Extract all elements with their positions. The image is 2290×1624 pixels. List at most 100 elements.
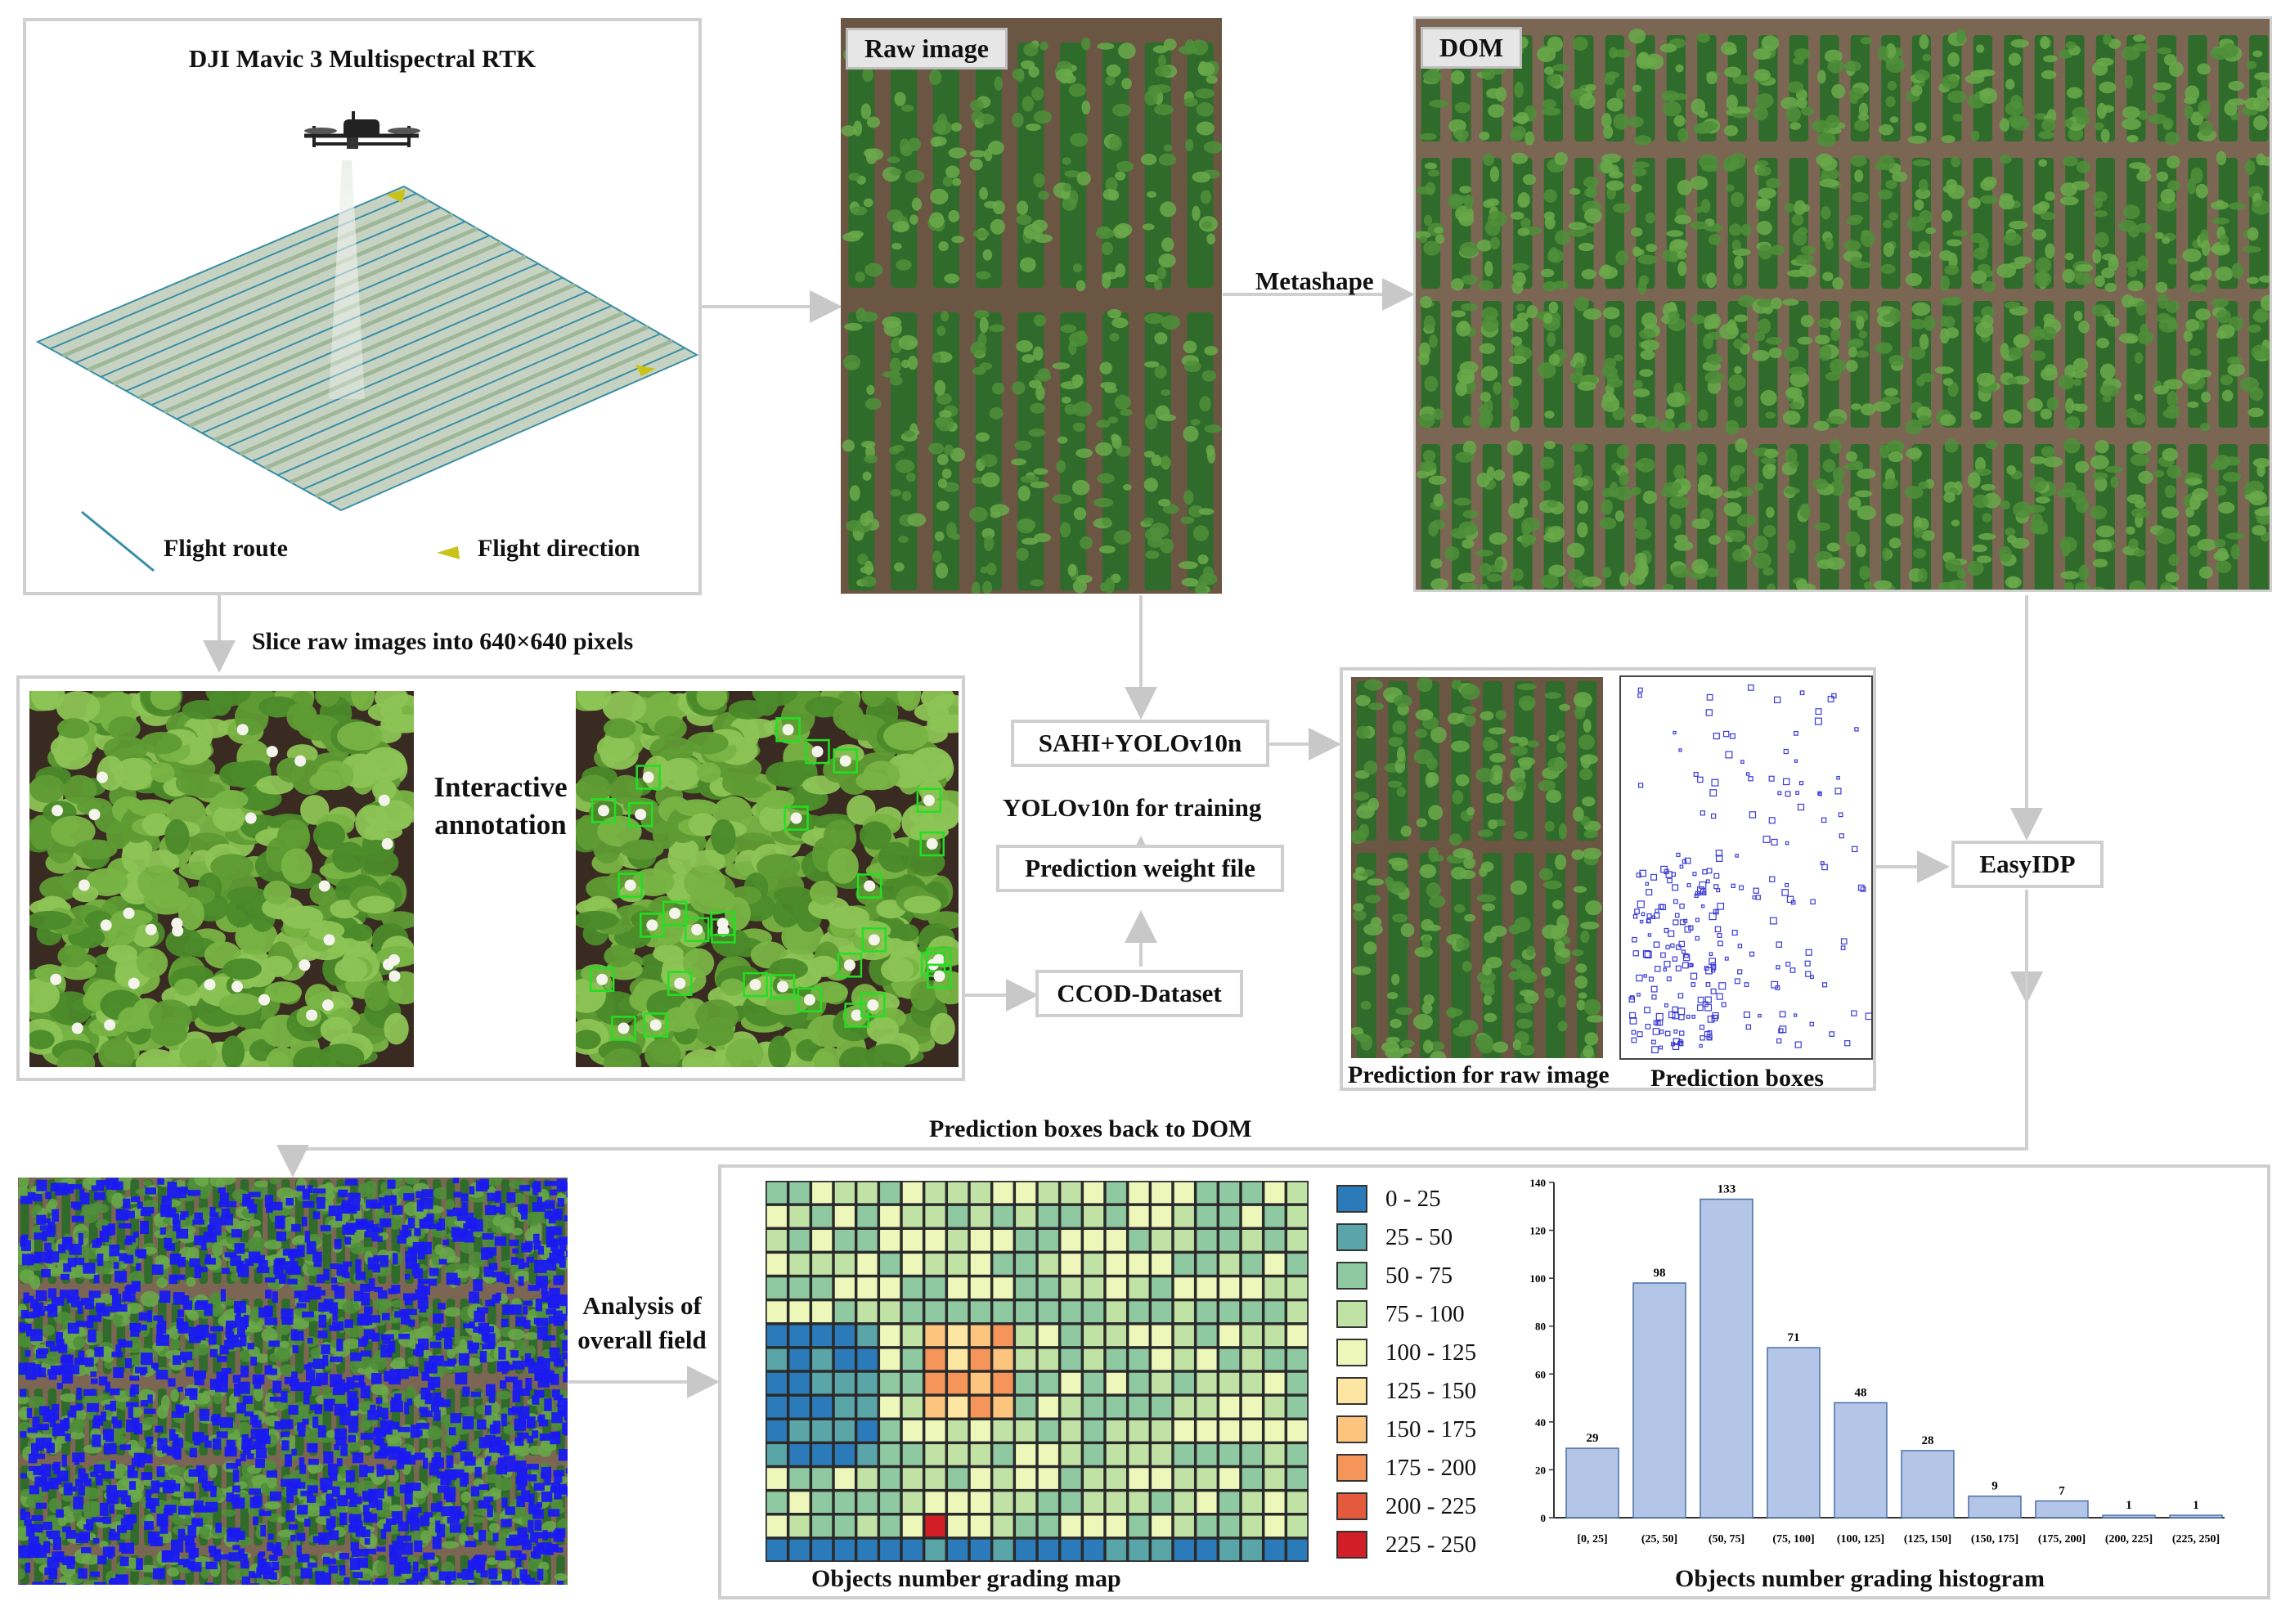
grading-cell <box>1241 1466 1264 1491</box>
grading-cell <box>1105 1324 1128 1348</box>
grading-cell <box>1241 1205 1264 1228</box>
grading-cell <box>991 1252 1015 1276</box>
legend-label: 0 - 25 <box>1385 1185 1441 1212</box>
grading-cell <box>1014 1442 1037 1467</box>
grading-cell <box>855 1466 879 1491</box>
ccod-dataset-node: CCOD-Dataset <box>1035 970 1243 1017</box>
grading-map <box>766 1181 1309 1562</box>
grading-cell <box>833 1324 856 1348</box>
grading-cell <box>878 1514 901 1538</box>
grading-cell <box>810 1538 833 1562</box>
grading-cell <box>991 1205 1015 1228</box>
prediction-boxes-image <box>1619 675 1873 1060</box>
legend-swatch <box>1336 1339 1367 1366</box>
grading-cell <box>788 1181 811 1205</box>
grading-cell <box>833 1228 856 1253</box>
grading-cell <box>991 1371 1015 1395</box>
yolo-training-label: YOLOv10n for training <box>1003 793 1262 822</box>
grading-cell <box>1241 1490 1264 1514</box>
grading-cell <box>1105 1348 1128 1371</box>
x-tick-label: (225, 250] <box>2172 1533 2220 1545</box>
grading-cell <box>1037 1276 1060 1300</box>
grading-cell <box>1082 1442 1105 1467</box>
histogram-bar <box>1565 1447 1619 1519</box>
grading-cell <box>991 1442 1015 1467</box>
grading-cell <box>946 1514 969 1538</box>
grading-cell <box>1241 1371 1264 1395</box>
grading-cell <box>1173 1466 1196 1491</box>
grading-cell <box>810 1348 833 1371</box>
grading-cell <box>766 1181 788 1205</box>
grading-cell <box>1263 1348 1286 1371</box>
grading-cell <box>1286 1490 1309 1514</box>
grading-cell <box>1150 1514 1173 1538</box>
grading-cell <box>901 1348 924 1371</box>
grading-cell <box>1127 1181 1151 1205</box>
grading-cell <box>901 1276 924 1300</box>
grading-cell <box>969 1514 992 1538</box>
grading-cell <box>1218 1395 1241 1419</box>
grading-cell <box>788 1348 811 1371</box>
legend-swatch <box>1336 1492 1367 1520</box>
grading-cell <box>1014 1514 1037 1538</box>
grading-map-caption: Objects number grading map <box>811 1565 1121 1592</box>
grading-cell <box>1173 1442 1196 1467</box>
grading-cell <box>1059 1395 1083 1419</box>
grading-cell <box>1241 1252 1264 1276</box>
grading-cell <box>1263 1514 1286 1538</box>
legend-label: 100 - 125 <box>1385 1339 1477 1366</box>
grading-cell <box>1082 1205 1105 1228</box>
grading-cell <box>788 1324 811 1348</box>
grading-cell <box>1105 1490 1128 1514</box>
grading-cell <box>1150 1466 1173 1491</box>
grading-cell <box>1263 1181 1286 1205</box>
grading-cell <box>833 1205 856 1228</box>
grading-cell <box>991 1466 1015 1491</box>
grading-cell <box>855 1276 879 1300</box>
grading-cell <box>1059 1228 1083 1253</box>
grading-cell <box>1127 1419 1151 1443</box>
grading-cell <box>1263 1490 1286 1514</box>
bar-value-label: 28 <box>1922 1434 1934 1447</box>
grading-cell <box>1082 1228 1105 1253</box>
grading-cell <box>1286 1299 1309 1324</box>
grading-cell <box>1037 1371 1060 1395</box>
legend-swatch <box>1336 1185 1367 1213</box>
bar-value-label: 1 <box>2193 1499 2199 1512</box>
x-tick-label: [0, 25] <box>1577 1533 1607 1545</box>
grading-cell <box>788 1228 811 1253</box>
grading-cell <box>901 1395 924 1419</box>
easyidp-node: EasyIDP <box>1951 841 2104 888</box>
grading-cell <box>901 1324 924 1348</box>
grading-cell <box>1173 1371 1196 1395</box>
grading-cell <box>833 1181 856 1205</box>
grading-cell <box>991 1181 1015 1205</box>
legend-item: 100 - 125 <box>1336 1336 1476 1369</box>
grading-cell <box>1127 1324 1151 1348</box>
grading-cell <box>788 1299 811 1324</box>
grading-cell <box>1037 1490 1060 1514</box>
bar-value-label: 7 <box>2059 1485 2065 1498</box>
legend-label: 75 - 100 <box>1385 1300 1465 1327</box>
grading-cell <box>923 1371 947 1395</box>
grading-cell <box>810 1181 833 1205</box>
grading-cell <box>833 1538 856 1562</box>
grading-cell <box>923 1490 947 1514</box>
grading-cell <box>810 1228 833 1253</box>
grading-cell <box>1241 1299 1264 1324</box>
grading-cell <box>1037 1324 1060 1348</box>
grading-cell <box>1105 1419 1128 1443</box>
grading-cell <box>1286 1538 1309 1562</box>
grading-cell <box>1218 1324 1241 1348</box>
dom-image: DOM <box>1413 16 2272 592</box>
grading-cell <box>1195 1228 1219 1253</box>
grading-cell <box>1059 1419 1083 1443</box>
grading-cell <box>946 1252 969 1276</box>
grading-cell <box>1014 1252 1037 1276</box>
grading-cell <box>1241 1514 1264 1538</box>
legend-item: 25 - 50 <box>1336 1221 1453 1254</box>
bar-value-label: 98 <box>1654 1267 1666 1280</box>
grading-cell <box>1037 1348 1060 1371</box>
grading-cell <box>946 1538 969 1562</box>
results-panel: Objects number grading map 0 - 25 25 - 50… <box>718 1164 2270 1599</box>
